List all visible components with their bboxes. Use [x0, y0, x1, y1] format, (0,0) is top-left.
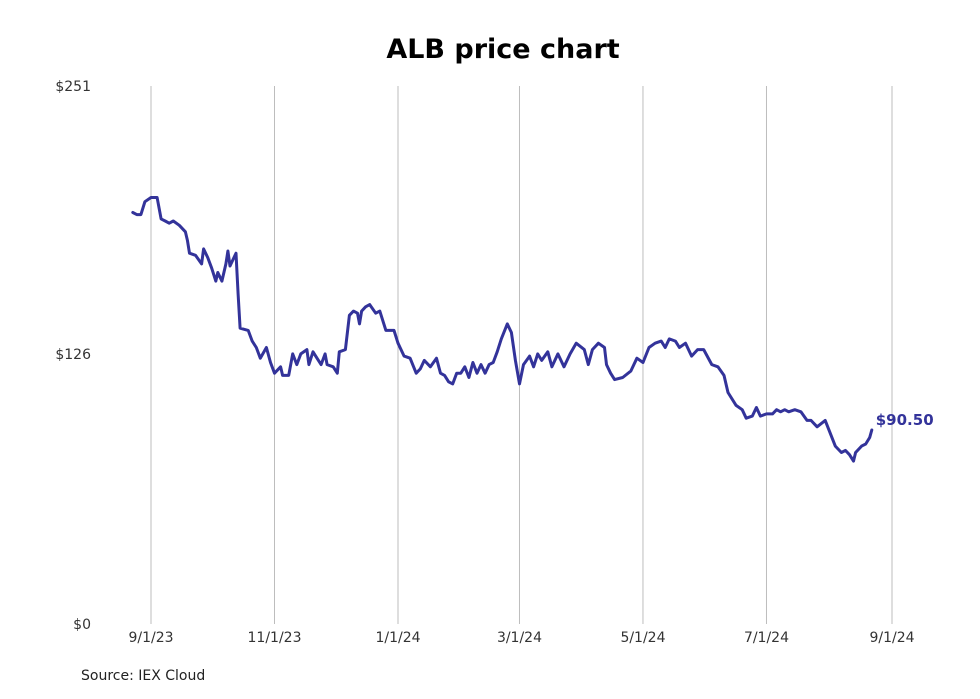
x-axis: 9/1/23 11/1/23 1/1/24 3/1/24 5/1/24 7/1/24 9/1… [128, 630, 914, 646]
x-tick-label: 1/1/24 [375, 630, 420, 646]
x-tick-label: 11/1/23 [248, 630, 302, 646]
y-tick-label: $0 [73, 617, 91, 633]
source-note: Source: IEX Cloud [81, 668, 206, 684]
price-line [131, 196, 874, 463]
x-tick-label: 5/1/24 [620, 630, 665, 646]
x-tick-label: 3/1/24 [497, 630, 542, 646]
x-tick-label: 9/1/23 [128, 630, 173, 646]
y-tick-label: $126 [55, 347, 91, 363]
x-tick-label: 9/1/24 [869, 630, 914, 646]
y-tick-label: $251 [55, 79, 91, 95]
y-axis: $0 $126 $251 [55, 79, 91, 633]
x-tick-label: 7/1/24 [744, 630, 789, 646]
grid [150, 86, 893, 624]
chart-title: ALB price chart [386, 34, 619, 65]
last-price-label: $90.50 [876, 411, 934, 429]
